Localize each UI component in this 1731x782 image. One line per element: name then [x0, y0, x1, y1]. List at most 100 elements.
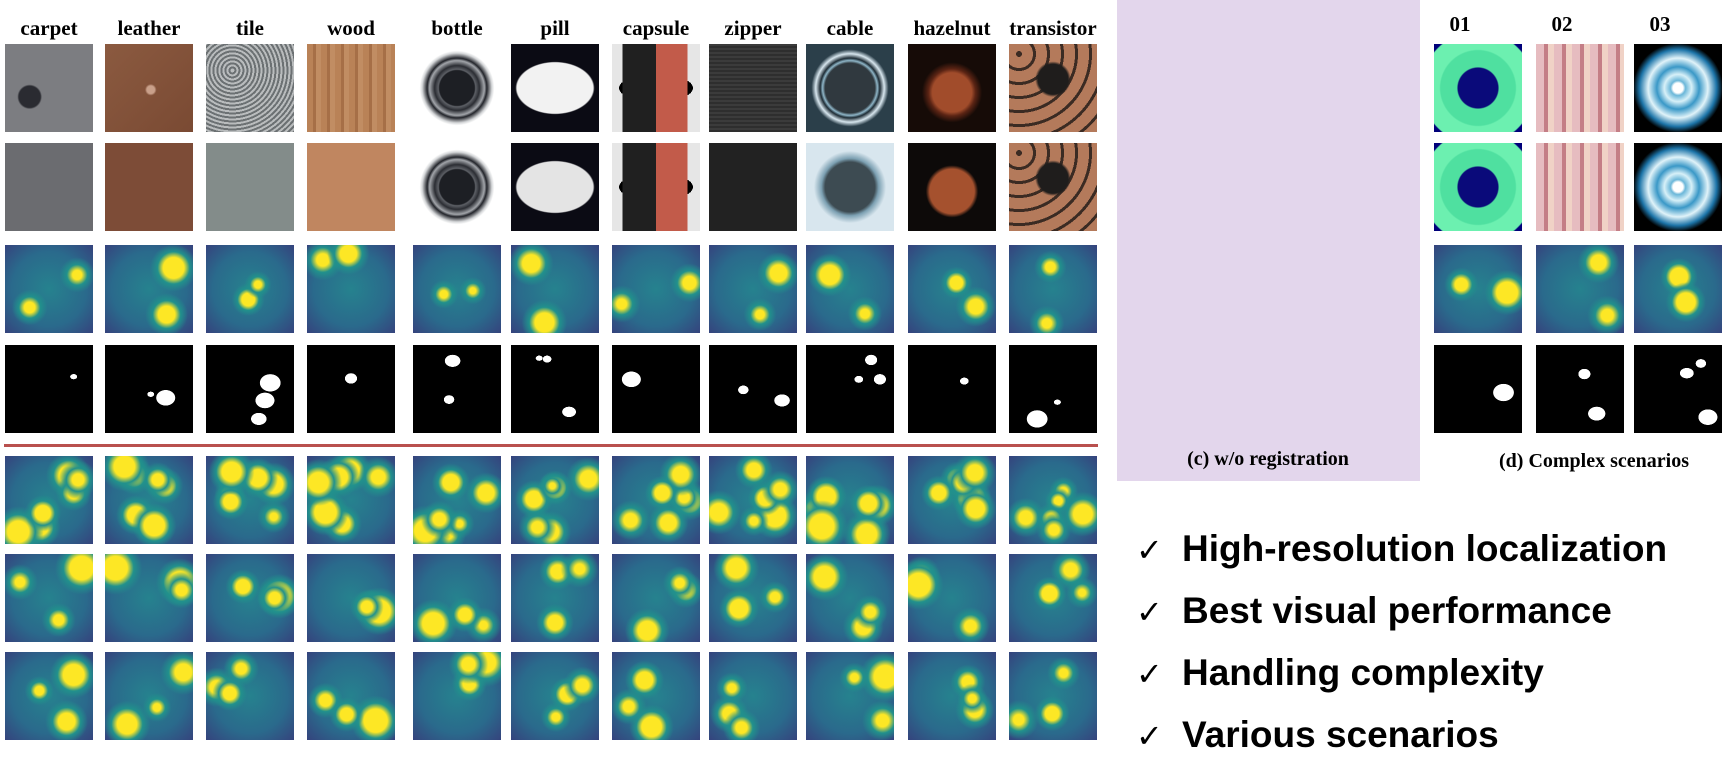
ground-truth-mask [612, 345, 700, 433]
check-icon: ✓ [1136, 593, 1163, 631]
column-header-carpet: carpet [20, 16, 78, 40]
anomaly-heatmap [413, 245, 501, 333]
ground-truth-mask [105, 345, 193, 433]
reconstruction-image [511, 143, 599, 231]
check-icon: ✓ [1136, 531, 1163, 569]
comparison-heatmap [206, 554, 294, 642]
sample-image [806, 44, 894, 132]
comparison-heatmap [105, 554, 193, 642]
comparison-heatmap [5, 456, 93, 544]
comparison-heatmap [1009, 652, 1097, 740]
column-header-cable: cable [826, 16, 874, 40]
ground-truth-mask [413, 345, 501, 433]
anomaly-heatmap [709, 245, 797, 333]
comparison-heatmap [612, 652, 700, 740]
column-header-transistor: transistor [1009, 16, 1097, 40]
comparison-heatmap [1009, 456, 1097, 544]
claim-1: ✓ High-resolution localization [1136, 530, 1667, 567]
comparison-heatmap [806, 554, 894, 642]
ground-truth-mask [5, 345, 93, 433]
anomaly-heatmap [1634, 245, 1722, 333]
reconstruction-image [806, 143, 894, 231]
reconstruction-image [413, 143, 501, 231]
comparison-heatmap [511, 554, 599, 642]
reconstruction-image [307, 143, 395, 231]
section-divider [4, 444, 1098, 447]
column-header-hazelnut: hazelnut [913, 16, 991, 40]
reconstruction-image [1009, 143, 1097, 231]
anomaly-heatmap [5, 245, 93, 333]
check-icon: ✓ [1136, 717, 1163, 755]
ground-truth-mask [1536, 345, 1624, 433]
caption-d: (d) Complex scenarios [1499, 450, 1689, 472]
anomaly-heatmap [908, 245, 996, 333]
comparison-heatmap [413, 554, 501, 642]
ground-truth-mask [806, 345, 894, 433]
sample-image [413, 44, 501, 132]
claim-text: Various scenarios [1182, 714, 1499, 755]
column-header-zipper: zipper [724, 16, 782, 40]
sample-image [1634, 44, 1722, 132]
comparison-heatmap [612, 554, 700, 642]
anomaly-heatmap [806, 245, 894, 333]
ground-truth-mask [1634, 345, 1722, 433]
column-header-03: 03 [1649, 12, 1671, 36]
anomaly-heatmap [105, 245, 193, 333]
comparison-heatmap [709, 554, 797, 642]
caption-c: (c) w/o registration [1187, 448, 1349, 470]
ground-truth-mask [206, 345, 294, 433]
reconstruction-image [1634, 143, 1722, 231]
column-header-bottle: bottle [431, 16, 483, 40]
reconstruction-image [709, 143, 797, 231]
sample-image [1009, 44, 1097, 132]
claim-text: High-resolution localization [1182, 528, 1668, 569]
comparison-heatmap [206, 652, 294, 740]
claim-4: ✓ Various scenarios [1136, 716, 1499, 753]
ground-truth-mask [908, 345, 996, 433]
sample-image [709, 44, 797, 132]
comparison-heatmap [511, 456, 599, 544]
reconstruction-image [1434, 143, 1522, 231]
anomaly-heatmap [307, 245, 395, 333]
comparison-heatmap [105, 456, 193, 544]
column-header-capsule: capsule [622, 16, 690, 40]
comparison-heatmap [105, 652, 193, 740]
anomaly-heatmap [1009, 245, 1097, 333]
column-header-wood: wood [327, 16, 375, 40]
sample-image [612, 44, 700, 132]
comparison-heatmap [806, 456, 894, 544]
sample-image [307, 44, 395, 132]
comparison-heatmap [612, 456, 700, 544]
comparison-heatmap [806, 652, 894, 740]
sample-image [1536, 44, 1624, 132]
comparison-heatmap [5, 554, 93, 642]
ground-truth-mask [307, 345, 395, 433]
sample-image [105, 44, 193, 132]
claim-text: Handling complexity [1182, 652, 1544, 693]
column-header-01: 01 [1449, 12, 1471, 36]
anomaly-heatmap [511, 245, 599, 333]
anomaly-heatmap [612, 245, 700, 333]
comparison-heatmap [206, 456, 294, 544]
ground-truth-mask [511, 345, 599, 433]
column-header-leather: leather [117, 16, 181, 40]
reconstruction-image [1536, 143, 1624, 231]
sample-image [908, 44, 996, 132]
comparison-heatmap [709, 456, 797, 544]
panel-c-background [1117, 0, 1420, 481]
sample-image [511, 44, 599, 132]
comparison-heatmap [307, 554, 395, 642]
claim-2: ✓ Best visual performance [1136, 592, 1612, 629]
column-header-02: 02 [1551, 12, 1573, 36]
comparison-heatmap [511, 652, 599, 740]
anomaly-heatmap [1434, 245, 1522, 333]
comparison-heatmap [709, 652, 797, 740]
comparison-heatmap [413, 456, 501, 544]
comparison-heatmap [908, 554, 996, 642]
reconstruction-image [5, 143, 93, 231]
column-header-pill: pill [540, 16, 570, 40]
check-icon: ✓ [1136, 655, 1163, 693]
comparison-heatmap [307, 652, 395, 740]
comparison-heatmap [1009, 554, 1097, 642]
ground-truth-mask [709, 345, 797, 433]
